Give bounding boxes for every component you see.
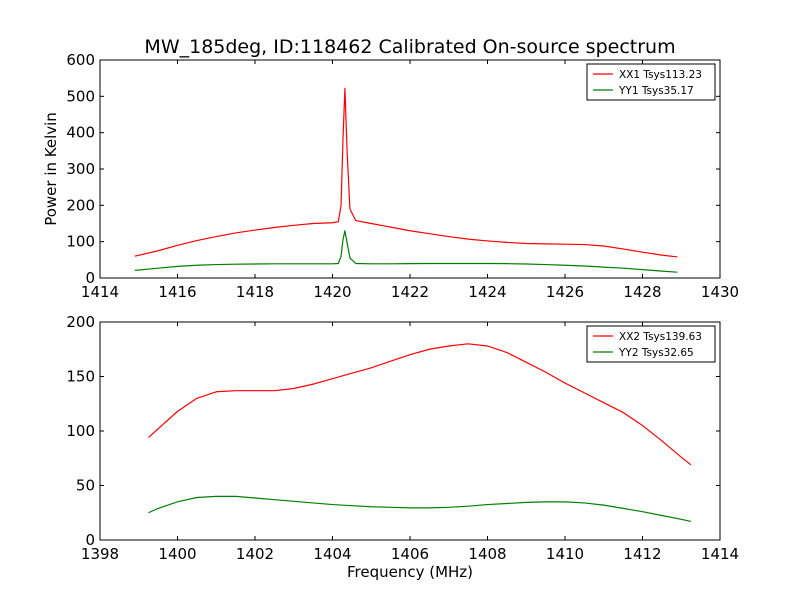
top-x-tick-label: 1426	[546, 283, 584, 301]
top-y-tick-label: 100	[66, 233, 95, 251]
bottom-plot-lines	[148, 343, 692, 523]
bottom-x-tick-label: 1404	[313, 545, 351, 563]
bottom-tick-labels: 1398 1400 1402 1404 1406 1408 1410 1412 1414 0 50 1…	[66, 313, 739, 563]
bottom-y-tick-label: 150	[66, 368, 95, 386]
bottom-y-tick-label: 50	[76, 477, 95, 495]
chart-title: MW_185deg, ID:118462 Calibrated On-sourc…	[144, 36, 675, 58]
legend-label-yy1: YY1 Tsys35.17	[618, 85, 694, 97]
top-y-tick-label: 600	[66, 51, 95, 69]
top-x-tick-label: 1416	[158, 283, 196, 301]
top-x-tick-label: 1422	[391, 283, 429, 301]
bottom-y-tick-label: 200	[66, 313, 95, 331]
bottom-panel: 1398 1400 1402 1404 1406 1408 1410 1412 1414 0 50 1…	[66, 313, 739, 581]
bottom-ticks	[99, 321, 721, 541]
top-series-line-2	[134, 230, 678, 273]
legend-label-yy2: YY2 Tsys32.65	[618, 347, 694, 359]
top-legend-box	[586, 63, 716, 101]
top-ticks	[99, 59, 721, 279]
bottom-legend: XX2 Tsys139.63 YY2 Tsys32.65	[586, 325, 716, 363]
top-series-line-1	[134, 87, 678, 258]
bottom-x-axis-label: Frequency (MHz)	[347, 563, 473, 581]
bottom-x-tick-label: 1402	[236, 545, 274, 563]
bottom-series-line-2	[148, 495, 692, 523]
top-y-tick-label: 200	[66, 196, 95, 214]
bottom-x-tick-label: 1410	[546, 545, 584, 563]
top-x-tick-label: 1430	[701, 283, 739, 301]
top-y-axis-label: Power in Kelvin	[42, 112, 60, 226]
top-x-tick-label: 1418	[236, 283, 274, 301]
top-tick-labels: 1414 1416 1418 1420 1422 1424 1426 1428 1430 0 100…	[66, 51, 739, 301]
top-y-tick-label: 300	[66, 160, 95, 178]
top-x-tick-label: 1420	[313, 283, 351, 301]
top-y-tick-label: 500	[66, 87, 95, 105]
top-y-tick-label: 0	[85, 269, 95, 287]
bottom-x-tick-label: 1398	[81, 545, 119, 563]
bottom-x-tick-label: 1408	[468, 545, 506, 563]
top-x-tick-label: 1414	[81, 283, 119, 301]
top-plot-lines	[134, 87, 678, 273]
bottom-y-tick-label: 100	[66, 422, 95, 440]
legend-label-xx1: XX1 Tsys113.23	[619, 69, 702, 81]
bottom-legend-box	[586, 325, 716, 363]
bottom-y-tick-label: 0	[85, 531, 95, 549]
top-panel: 1414 1416 1418 1420 1422 1424 1426 1428 1430 0 100…	[42, 51, 739, 301]
bottom-x-tick-label: 1414	[701, 545, 739, 563]
bottom-x-tick-label: 1400	[158, 545, 196, 563]
top-legend: XX1 Tsys113.23 YY1 Tsys35.17	[586, 63, 716, 101]
top-x-tick-label: 1424	[468, 283, 506, 301]
bottom-x-tick-label: 1412	[623, 545, 661, 563]
bottom-x-tick-label: 1406	[391, 545, 429, 563]
top-y-tick-label: 400	[66, 124, 95, 142]
top-x-tick-label: 1428	[623, 283, 661, 301]
legend-label-xx2: XX2 Tsys139.63	[619, 331, 702, 343]
bottom-series-line-1	[148, 343, 692, 466]
